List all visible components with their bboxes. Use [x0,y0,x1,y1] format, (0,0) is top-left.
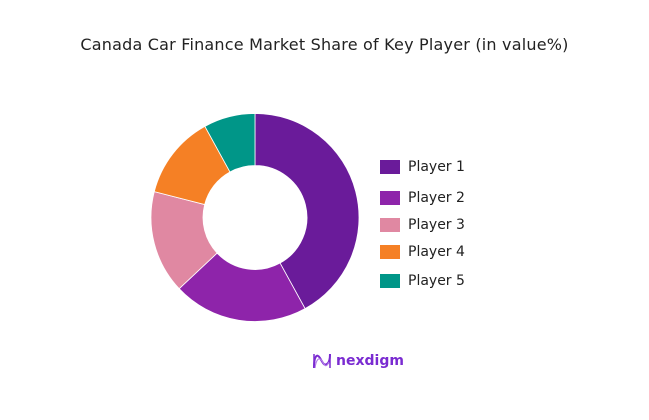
legend-swatch [380,160,400,174]
chart-title: Canada Car Finance Market Share of Key P… [80,35,569,54]
nexdigm-logo: nexdigm [312,352,404,370]
legend-item-player-2: Player 2 [380,190,465,206]
legend-swatch [380,245,400,259]
legend-item-player-1: Player 1 [380,159,465,175]
legend-label: Player 4 [408,244,465,260]
legend-item-player-3: Player 3 [380,217,465,233]
legend-item-player-4: Player 4 [380,244,465,260]
legend-label: Player 3 [408,217,465,233]
legend-swatch [380,274,400,288]
donut-slice-player-1 [254,113,360,310]
legend-label: Player 2 [408,190,465,206]
legend-swatch [380,191,400,205]
legend-label: Player 1 [408,159,465,175]
donut-slice-player-5 [204,113,256,173]
legend-swatch [380,218,400,232]
legend-item-player-5: Player 5 [380,273,465,289]
donut-slice-player-2 [178,252,306,322]
brand-name: nexdigm [336,353,404,369]
nexdigm-wave-icon [313,353,331,369]
legend-label: Player 5 [408,273,465,289]
